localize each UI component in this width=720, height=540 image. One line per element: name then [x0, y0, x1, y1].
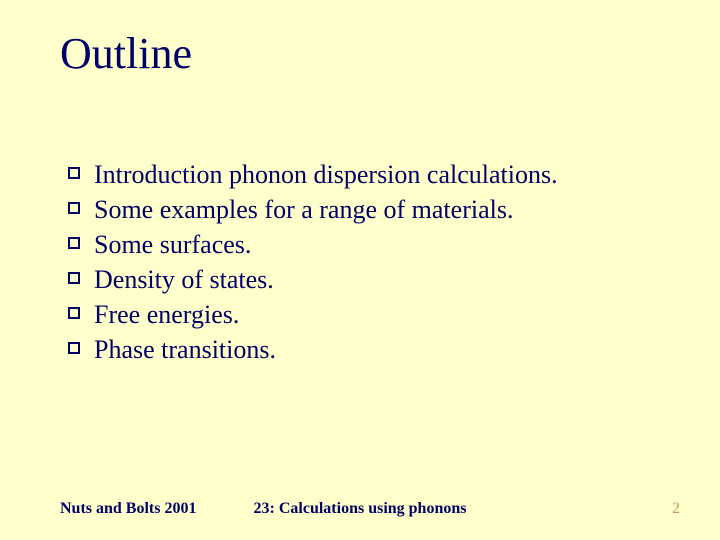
- slide-footer: Nuts and Bolts 2001 23: Calculations usi…: [0, 500, 720, 518]
- slide-title: Outline: [60, 28, 660, 79]
- list-item: Some examples for a range of materials.: [68, 192, 660, 227]
- bullet-text: Introduction phonon dispersion calculati…: [94, 157, 558, 192]
- footer-left: Nuts and Bolts 2001: [60, 500, 196, 518]
- square-bullet-icon: [68, 307, 80, 319]
- square-bullet-icon: [68, 237, 80, 249]
- list-item: Introduction phonon dispersion calculati…: [68, 157, 660, 192]
- square-bullet-icon: [68, 202, 80, 214]
- bullet-list: Introduction phonon dispersion calculati…: [60, 157, 660, 368]
- list-item: Free energies.: [68, 297, 660, 332]
- bullet-text: Some examples for a range of materials.: [94, 192, 513, 227]
- bullet-text: Free energies.: [94, 297, 239, 332]
- bullet-text: Density of states.: [94, 262, 274, 297]
- square-bullet-icon: [68, 272, 80, 284]
- bullet-text: Some surfaces.: [94, 227, 251, 262]
- square-bullet-icon: [68, 342, 80, 354]
- square-bullet-icon: [68, 167, 80, 179]
- list-item: Phase transitions.: [68, 332, 660, 367]
- bullet-text: Phase transitions.: [94, 332, 276, 367]
- slide: Outline Introduction phonon dispersion c…: [0, 0, 720, 540]
- list-item: Some surfaces.: [68, 227, 660, 262]
- page-number: 2: [672, 500, 680, 518]
- footer-center: 23: Calculations using phonons: [254, 500, 467, 518]
- list-item: Density of states.: [68, 262, 660, 297]
